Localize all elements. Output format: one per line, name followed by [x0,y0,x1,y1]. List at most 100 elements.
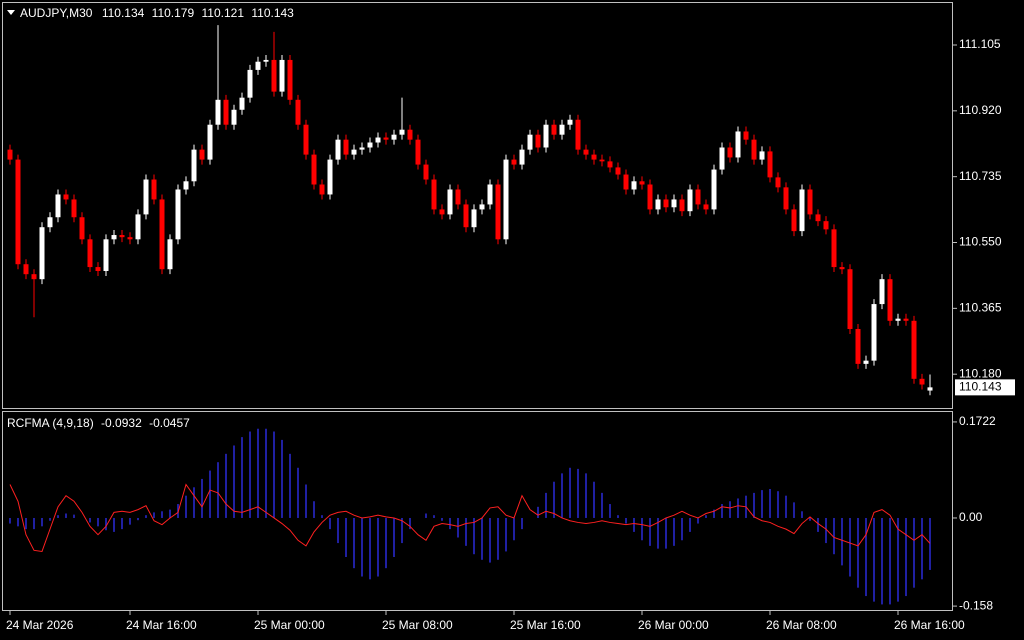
main-header: AUDJPY,M30 110.134 110.179 110.121 110.1… [20,6,294,20]
candle-body [791,209,797,232]
candle-body [775,177,781,188]
y-tick-label: 0.00 [959,510,983,524]
candle-body [431,179,437,210]
y-tick-label: 110.550 [959,235,1002,249]
candle-body [767,151,773,178]
candle-body [911,320,917,379]
candle-body [711,169,717,210]
candle-body [759,151,765,160]
x-tick-label: 26 Mar 08:00 [766,618,837,632]
y-tick-label: 0.1722 [959,414,996,428]
candle-body [95,267,101,271]
candle-body [183,181,189,190]
indicator-pane-border [2,411,953,611]
candle-body [279,59,285,92]
candle-body [703,204,709,210]
candle-body [383,137,389,140]
candle-body [887,279,893,321]
candle-body [495,184,501,240]
candle-body [207,124,213,160]
candle-body [439,209,445,215]
candle-body [319,184,325,195]
y-tick-label: 110.180 [959,366,1002,380]
x-tick-label: 26 Mar 16:00 [894,618,965,632]
candle-body [511,159,517,165]
candle-body [903,318,909,321]
candle-body [375,137,381,143]
y-tick-label: 111.105 [959,37,1001,51]
candle-body [127,237,133,240]
candle-body [687,189,693,212]
y-tick-label: 110.365 [959,301,1002,315]
x-tick-label: 24 Mar 2026 [6,618,74,632]
candle-body [719,147,725,170]
candle-body [223,99,229,125]
candle-body [63,194,69,200]
header-open: 110.134 [102,6,145,20]
header-high: 110.179 [152,6,195,20]
indicator-line-value: -0.0457 [149,416,190,430]
candle-body [799,189,805,232]
menu-triangle[interactable] [7,10,15,15]
x-tick-label: 24 Mar 16:00 [126,618,197,632]
x-tick-label: 26 Mar 00:00 [638,618,709,632]
candle-body [119,235,125,238]
x-tick-label: 25 Mar 00:00 [254,618,325,632]
header-low: 110.121 [202,6,245,20]
candle-body [15,159,21,265]
candle-body [47,217,53,228]
candle-body [583,149,589,155]
candle-body [423,164,429,180]
candle-body [607,161,613,168]
candle-body [927,387,933,391]
candle-body [167,239,173,270]
candle-body [727,147,733,158]
candle-body [783,187,789,210]
candle-body [623,174,629,190]
candle-body [679,199,685,212]
candle-body [335,139,341,160]
price-marker-label: 110.143 [959,380,1002,394]
candle-body [343,139,349,155]
candle-body [591,154,597,160]
candle-body [543,124,549,148]
candle-body [839,267,845,270]
candle-body [399,129,405,135]
candle-body [199,149,205,160]
candle-body [407,129,413,140]
candle-body [895,318,901,321]
candle-body [631,181,637,190]
candle-body [479,204,485,210]
candle-body [847,269,853,329]
candle-body [303,124,309,155]
candle-body [231,109,237,125]
candle-body [455,189,461,205]
candle-body [671,199,677,208]
candle-body [7,149,13,160]
candle-body [551,124,557,135]
x-tick-label: 25 Mar 16:00 [510,618,581,632]
candle-body [79,217,85,240]
indicator-title: RCFMA (4,9,18) [7,416,94,430]
candle-body [575,119,581,150]
candle-body [103,239,109,271]
candle-body [751,139,757,160]
candle-body [311,154,317,185]
candle-body [271,59,277,92]
candle-body [159,199,165,270]
candle-body [807,189,813,215]
candle-body [415,139,421,165]
candle-body [567,119,573,125]
candle-body [735,131,741,158]
candle-body [519,149,525,165]
candle-body [151,179,157,200]
candle-body [503,159,509,240]
candle-body [111,235,117,240]
candle-body [487,184,493,205]
candle-body [239,97,245,110]
indicator-bar-value: -0.0932 [101,416,142,430]
candle-body [263,59,269,62]
candle-body [447,189,453,215]
